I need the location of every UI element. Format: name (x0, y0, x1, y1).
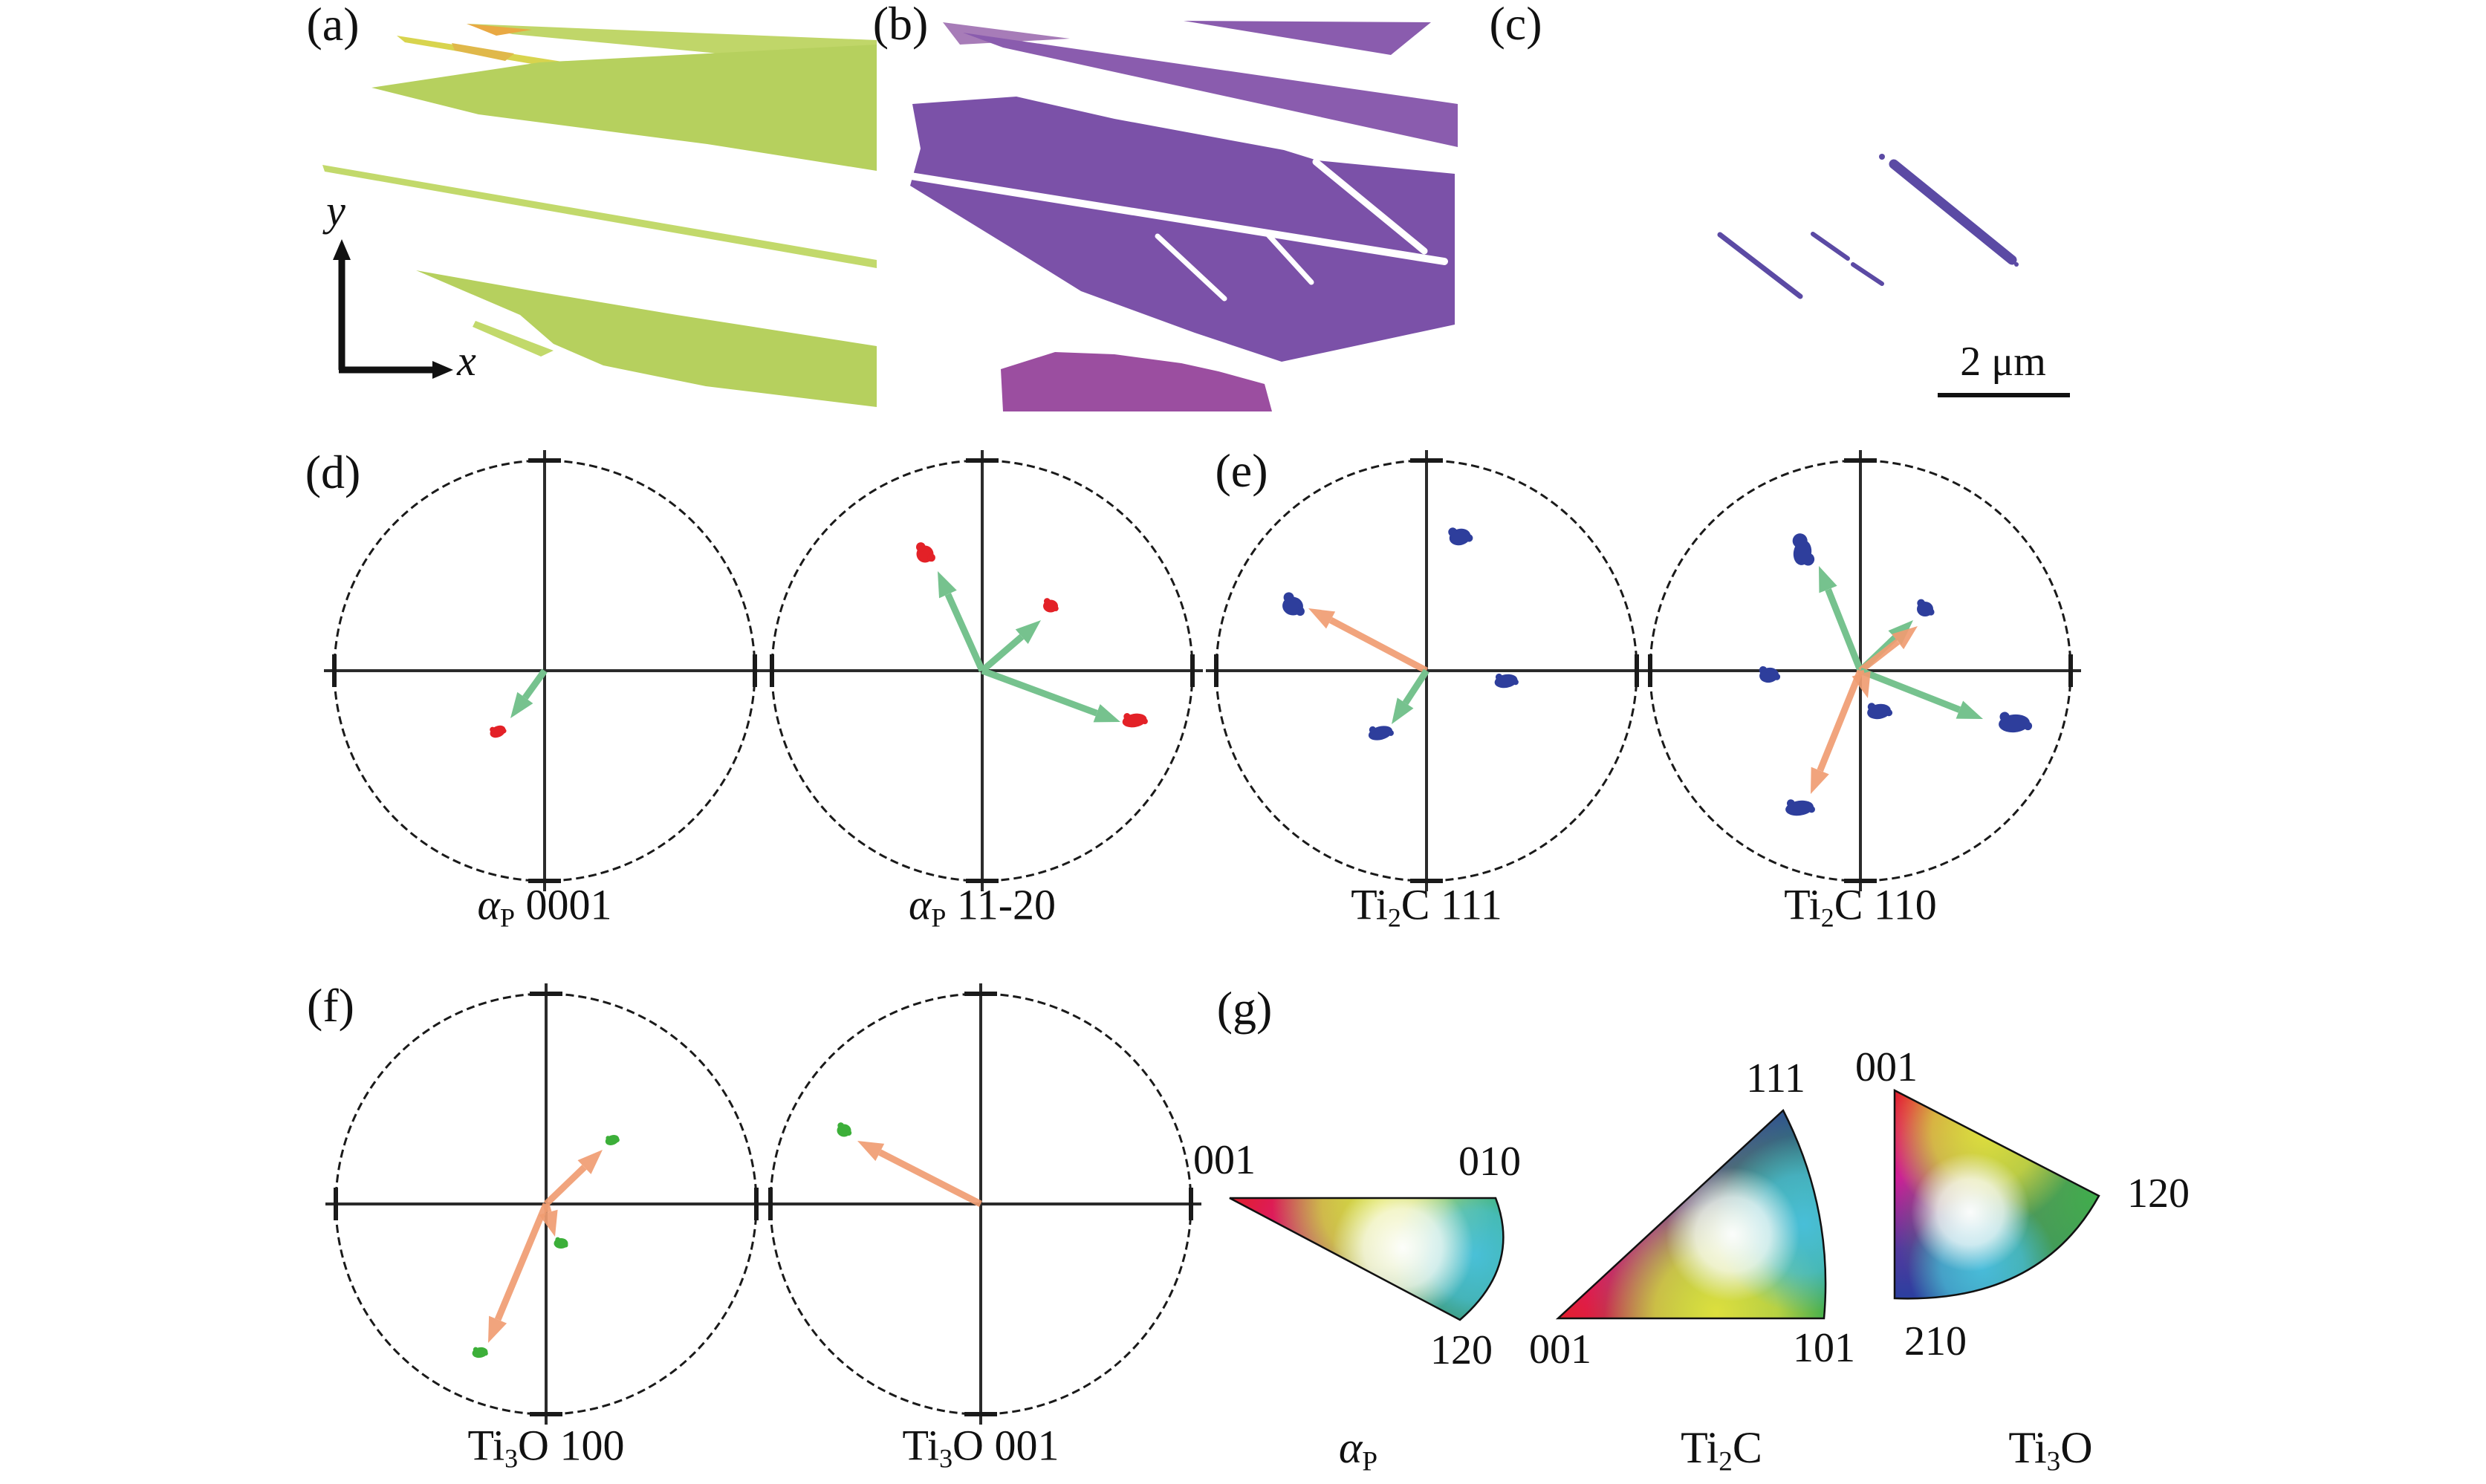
pole-figure-ti3o-001 (760, 983, 1201, 1425)
pole-dot (1282, 592, 1305, 616)
map-a-grain-3 (322, 165, 877, 268)
pole-dot (1494, 673, 1519, 689)
pole-figure-label-alpha-p-11-20: αP 11-20 (908, 880, 1057, 933)
pole-dot (1448, 527, 1473, 546)
y-axis-label: y (326, 186, 345, 235)
pole-arrow (1811, 669, 1864, 794)
pole-arrow (1392, 668, 1429, 724)
pole-dot (1917, 599, 1935, 616)
map-a-grain-5 (473, 321, 554, 357)
pole-dot (605, 1135, 620, 1145)
pole-dot (1122, 713, 1148, 728)
pole-arrow (981, 667, 1120, 723)
map-b-grain-2 (963, 33, 1458, 147)
map-b-grain-4 (1001, 352, 1272, 411)
panel-label-d: (d) (305, 446, 361, 498)
ipf-corner-label-ti3o-210: 210 (1904, 1318, 1967, 1364)
pole-figure-label-ti3o-001: Ti3O 001 (902, 1421, 1059, 1474)
pole-arrow (1858, 626, 1918, 674)
pole-arrow (510, 668, 548, 718)
ipf-corner-label-ti3o-120: 120 (2127, 1171, 2190, 1217)
pole-dot (1867, 703, 1893, 720)
ipf-corner-label-alpha-p-001: 001 (1193, 1137, 1256, 1183)
pole-dot (916, 542, 935, 563)
map-a-grain-4 (416, 270, 877, 407)
map-a-grain-2 (371, 45, 877, 171)
ipf-corner-label-alpha-p-010: 010 (1458, 1139, 1521, 1185)
pole-arrow (980, 620, 1041, 674)
pole-dot (1368, 726, 1394, 741)
ipf-phase-label-alpha-p: αP (1338, 1423, 1378, 1477)
pole-arrow (1859, 667, 1983, 719)
pole-arrow (1819, 566, 1864, 672)
ipf-corner-label-ti2c-111: 111 (1746, 1055, 1805, 1101)
ipf-phase-label-ti2c: Ti2C (1681, 1423, 1762, 1477)
pole-dot (1043, 598, 1059, 613)
pole-figure-ti2c-110 (1640, 450, 2081, 891)
pole-figure-ti2c-111 (1206, 450, 1647, 891)
panel-label-c: (c) (1489, 0, 1542, 50)
map-b-grain-3 (910, 97, 1455, 362)
pole-dot (1792, 533, 1815, 566)
pole-dot (1999, 712, 2033, 733)
pole-dot (554, 1237, 568, 1249)
ipf-key-ti3o (1893, 1088, 2100, 1300)
pole-figure-label-ti2c-111: Ti2C 111 (1351, 880, 1502, 933)
ipf-corner-label-alpha-p-120: 120 (1430, 1327, 1493, 1373)
pole-dot (1785, 799, 1815, 816)
map-a-accent-0 (467, 24, 532, 36)
ipf-phase-label-ti3o: Ti3O (2008, 1423, 2093, 1477)
pole-arrow (857, 1141, 983, 1208)
ipf-corner-label-ti3o-001: 001 (1855, 1044, 1918, 1090)
ipf-corner-label-ti2c-001: 001 (1529, 1327, 1591, 1373)
pole-arrow (1308, 608, 1429, 674)
pole-figure-alpha-p-0001 (324, 450, 765, 891)
map-b-grain-0 (943, 22, 1070, 45)
scale-bar-label: 2 μm (1960, 339, 2046, 385)
pole-dot (837, 1122, 852, 1137)
map-b-grain-1 (1184, 21, 1431, 55)
pole-arrow (543, 1150, 603, 1207)
ipf-key-ti2c (1555, 1108, 1827, 1320)
panel-label-e: (e) (1215, 444, 1268, 497)
panel-label-b: (b) (872, 0, 929, 50)
pole-dot (472, 1347, 488, 1358)
pole-arrow (488, 1203, 550, 1343)
ipf-corner-label-ti2c-101: 101 (1793, 1325, 1855, 1371)
panel-label-g: (g) (1216, 982, 1273, 1035)
x-axis-label: x (457, 336, 476, 385)
y-axis-arrowhead (333, 239, 351, 260)
pole-dot (490, 725, 507, 738)
pole-dot (1759, 665, 1781, 683)
pole-figure-alpha-p-11-20 (762, 450, 1203, 891)
pole-figure-ti3o-100 (325, 983, 767, 1425)
panel-label-a: (a) (306, 0, 360, 51)
map-a-accent-1 (452, 43, 514, 61)
ipf-key-alpha-p (1229, 1197, 1505, 1321)
x-axis-arrowhead (432, 361, 453, 379)
pole-arrow (938, 571, 986, 672)
pole-figure-label-alpha-p-0001: αP 0001 (477, 880, 612, 933)
panel-label-f: (f) (307, 979, 354, 1032)
pole-figure-label-ti2c-110: Ti2C 110 (1784, 880, 1937, 933)
pole-figure-label-ti3o-100: Ti3O 100 (467, 1421, 625, 1474)
